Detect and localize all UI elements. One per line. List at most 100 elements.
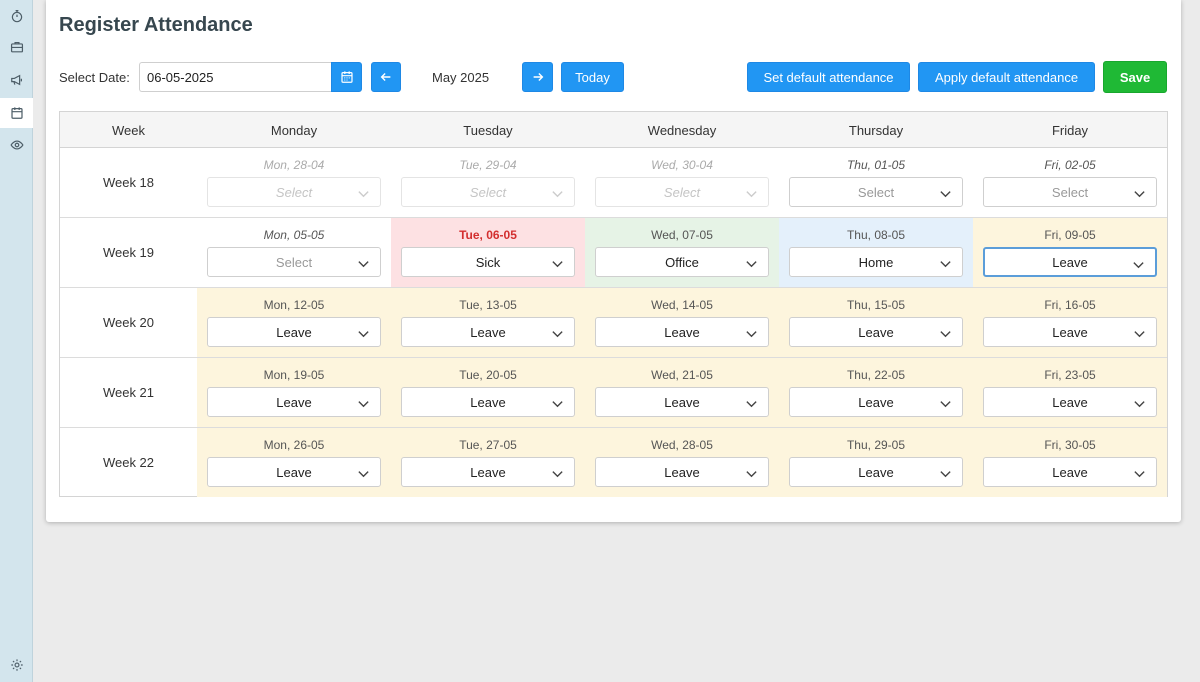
- attendance-select-value: Leave: [276, 464, 312, 480]
- attendance-select-value: Leave: [276, 324, 312, 340]
- day-date: Wed, 30-04: [651, 158, 713, 172]
- week-row: Week 18 Mon, 28-04 Select Tue, 29-04 Sel…: [60, 148, 1167, 218]
- next-month-button[interactable]: [522, 62, 553, 92]
- day-cell-today: Tue, 06-05 Sick: [391, 218, 585, 287]
- calendar-icon: [340, 71, 353, 83]
- attendance-select-value: Leave: [664, 394, 700, 410]
- attendance-select[interactable]: Leave: [207, 317, 381, 347]
- attendance-select[interactable]: Leave: [595, 457, 769, 487]
- week-label: Week 19: [102, 245, 155, 260]
- attendance-panel: Register Attendance Select Date: May 202…: [46, 0, 1181, 522]
- day-cell: Fri, 23-05 Leave: [973, 358, 1167, 427]
- attendance-select[interactable]: Select: [207, 247, 381, 277]
- attendance-select[interactable]: Select: [789, 177, 963, 207]
- attendance-select-value: Select: [469, 184, 507, 200]
- attendance-select-value: Leave: [1052, 254, 1088, 270]
- day-date: Tue, 20-05: [459, 368, 517, 382]
- attendance-select[interactable]: Leave: [789, 457, 963, 487]
- previous-month-button[interactable]: [371, 62, 401, 92]
- day-date: Thu, 01-05: [846, 158, 906, 172]
- attendance-select-value: Leave: [1052, 464, 1088, 480]
- attendance-select[interactable]: Leave: [789, 387, 963, 417]
- day-date: Fri, 02-05: [1044, 158, 1096, 172]
- page-title: Register Attendance: [59, 14, 253, 36]
- attendance-select[interactable]: Leave: [983, 317, 1157, 347]
- attendance-select[interactable]: Leave: [983, 457, 1157, 487]
- attendance-select-value: Leave: [858, 464, 894, 480]
- attendance-select[interactable]: Select: [207, 177, 381, 207]
- day-cell: Mon, 26-05 Leave: [197, 428, 391, 497]
- attendance-select[interactable]: Leave: [595, 317, 769, 347]
- week-row: Week 21 Mon, 19-05 Leave Tue, 20-05 Leav…: [60, 358, 1167, 428]
- week-label: Week 22: [102, 455, 155, 470]
- day-date: Thu, 08-05: [846, 228, 906, 242]
- header-tuesday: Tuesday: [463, 122, 513, 138]
- day-cell: Thu, 01-05 Select: [779, 148, 973, 217]
- chevron-down-icon: [1134, 191, 1145, 198]
- day-cell: Thu, 22-05 Leave: [779, 358, 973, 427]
- attendance-select[interactable]: Leave: [207, 387, 381, 417]
- attendance-select-value: Office: [665, 254, 699, 270]
- chevron-down-icon: [1134, 471, 1145, 478]
- chevron-down-icon: [940, 471, 951, 478]
- attendance-select[interactable]: Select: [983, 177, 1157, 207]
- day-date: Mon, 28-04: [263, 158, 325, 172]
- header-monday: Monday: [270, 122, 318, 138]
- week-label: Week 20: [102, 315, 155, 330]
- sidebar-item-overview[interactable]: [0, 130, 33, 160]
- chevron-down-icon: [746, 191, 757, 198]
- day-cell: Thu, 08-05 Home: [779, 218, 973, 287]
- sidebar-item-announcements[interactable]: [0, 65, 33, 95]
- today-button[interactable]: Today: [561, 62, 624, 92]
- day-date: Wed, 21-05: [651, 368, 713, 382]
- attendance-select[interactable]: Office: [595, 247, 769, 277]
- attendance-select[interactable]: Leave: [789, 317, 963, 347]
- day-cell: Fri, 30-05 Leave: [973, 428, 1167, 497]
- grid-header: Week Monday Tuesday Wednesday Thursday F…: [60, 112, 1167, 148]
- chevron-down-icon: [358, 261, 369, 268]
- attendance-select[interactable]: Leave: [983, 387, 1157, 417]
- attendance-select[interactable]: Leave: [401, 317, 575, 347]
- attendance-select[interactable]: Leave: [401, 387, 575, 417]
- sidebar: [0, 0, 33, 682]
- header-friday: Friday: [1051, 122, 1089, 138]
- day-cell: Tue, 20-05 Leave: [391, 358, 585, 427]
- header-wednesday: Wednesday: [647, 122, 717, 138]
- day-cell: Fri, 02-05 Select: [973, 148, 1167, 217]
- attendance-select[interactable]: Leave: [983, 247, 1157, 277]
- day-date: Fri, 16-05: [1044, 298, 1096, 312]
- attendance-select-value: Select: [275, 184, 313, 200]
- sidebar-item-projects[interactable]: [0, 32, 33, 62]
- set-default-attendance-button[interactable]: Set default attendance: [747, 62, 910, 92]
- apply-default-attendance-button[interactable]: Apply default attendance: [918, 62, 1095, 92]
- day-date: Wed, 28-05: [651, 438, 713, 452]
- attendance-select[interactable]: Select: [401, 177, 575, 207]
- attendance-select[interactable]: Select: [595, 177, 769, 207]
- gear-icon: [10, 659, 23, 671]
- sidebar-item-attendance[interactable]: [0, 98, 33, 128]
- attendance-select-value: Leave: [1052, 324, 1088, 340]
- attendance-select-value: Leave: [664, 324, 700, 340]
- attendance-select-value: Select: [663, 184, 701, 200]
- day-cell: Wed, 14-05 Leave: [585, 288, 779, 357]
- chevron-down-icon: [940, 261, 951, 268]
- save-button[interactable]: Save: [1103, 61, 1167, 93]
- attendance-select[interactable]: Home: [789, 247, 963, 277]
- date-input[interactable]: [139, 62, 332, 92]
- attendance-select[interactable]: Leave: [401, 457, 575, 487]
- attendance-select-value: Leave: [470, 464, 506, 480]
- attendance-select[interactable]: Leave: [595, 387, 769, 417]
- chevron-down-icon: [1133, 262, 1144, 269]
- attendance-select[interactable]: Leave: [207, 457, 381, 487]
- sidebar-item-settings[interactable]: [0, 650, 33, 680]
- open-calendar-button[interactable]: [331, 62, 362, 92]
- attendance-select[interactable]: Sick: [401, 247, 575, 277]
- chevron-down-icon: [1134, 331, 1145, 338]
- stopwatch-icon: [11, 9, 22, 23]
- briefcase-icon: [10, 42, 23, 53]
- week-label: Week 18: [102, 175, 155, 190]
- attendance-select-value: Select: [857, 184, 895, 200]
- day-cell: Wed, 30-04 Select: [585, 148, 779, 217]
- sidebar-item-timer[interactable]: [0, 1, 33, 31]
- day-cell: Mon, 12-05 Leave: [197, 288, 391, 357]
